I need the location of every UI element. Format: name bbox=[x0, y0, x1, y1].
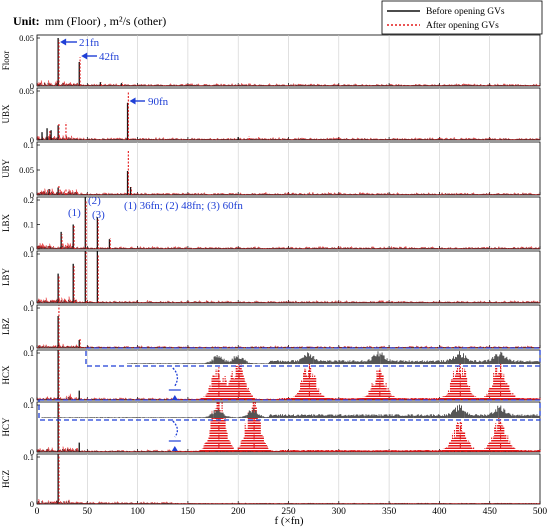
x-tick-label: 100 bbox=[130, 507, 145, 517]
inset-hcx bbox=[85, 347, 541, 367]
panel-label: HCZ bbox=[1, 470, 11, 488]
legend: Before opening GVs After opening GVs bbox=[381, 0, 543, 35]
annotations: 21fn 42fn 90fn (1) (2) (3) (1) 36fn; (2) 48fn;… bbox=[38, 37, 541, 451]
panel-floor: Floor 0 0.05 bbox=[1, 33, 541, 91]
y-tick-label: 0 bbox=[30, 190, 34, 200]
panel-lbx: LBX 0 0.1 0.2 bbox=[1, 195, 541, 254]
unit-label: Unit: bbox=[13, 14, 40, 28]
panels: Floor00.05UBX00.05UBY00.050.1LBX00.10.2L… bbox=[1, 33, 541, 509]
panel-label: UBY bbox=[1, 159, 11, 179]
series-after-noise bbox=[36, 242, 541, 250]
header: Unit: mm (Floor) , m²/s (other) bbox=[13, 14, 166, 28]
x-tick-label: 150 bbox=[181, 507, 196, 517]
annotation-90fn: 90fn bbox=[148, 96, 169, 108]
x-tick-label: 0 bbox=[35, 507, 40, 517]
panel-lby: LBY 0 0.1 bbox=[1, 249, 541, 308]
x-axis: 0 50 100 150 200 250 300 350 400 450 500 bbox=[35, 507, 548, 517]
y-tick-label: 0 bbox=[30, 244, 34, 254]
panel-label: UBX bbox=[1, 104, 11, 124]
y-tick-label: 0.05 bbox=[19, 33, 34, 43]
panel-lbz: LBZ 0 0.1 bbox=[1, 303, 541, 353]
panel-hcz: HCZ 0 0.1 bbox=[1, 452, 541, 509]
panel-ubx: UBX 0 0.05 bbox=[1, 86, 541, 145]
arrow-90fn-head bbox=[129, 97, 136, 105]
y-tick-label: 0 bbox=[30, 135, 34, 145]
series-after-noise bbox=[36, 498, 541, 505]
y-tick-label: 0.05 bbox=[19, 86, 34, 96]
x-tick-label: 50 bbox=[83, 507, 93, 517]
zoom-link-hcx bbox=[172, 367, 179, 387]
legend-label-before: Before opening GVs bbox=[426, 6, 505, 17]
y-tick-label: 0 bbox=[30, 298, 34, 308]
x-tick-label: 350 bbox=[382, 507, 397, 517]
annotation-42fn: 42fn bbox=[99, 51, 120, 63]
series-after-noise bbox=[36, 188, 541, 196]
panel-label: LBZ bbox=[1, 318, 11, 335]
annotation-2: (2) bbox=[88, 195, 101, 207]
zoom-marker-hcx-head bbox=[171, 395, 178, 400]
zoom-link-hcy bbox=[172, 420, 179, 438]
panel-uby: UBY 0 0.05 0.1 bbox=[1, 140, 541, 200]
inset-hcy-box bbox=[38, 399, 541, 421]
panel-label: HCX bbox=[1, 365, 11, 385]
inset-hcy-trace bbox=[41, 404, 541, 418]
series-after-noise bbox=[36, 80, 541, 87]
y-tick-label: 0.1 bbox=[23, 140, 34, 150]
unit-text: mm (Floor) , m²/s (other) bbox=[45, 14, 166, 28]
x-tick-label: 250 bbox=[281, 507, 296, 517]
x-tick-label: 200 bbox=[231, 507, 246, 517]
panel-label: HCY bbox=[1, 417, 11, 437]
arrow-21fn-head bbox=[60, 38, 67, 46]
series-after-noise bbox=[36, 296, 541, 304]
panel-hcy: HCY 0 0.1 bbox=[1, 400, 541, 457]
x-tick-label: 500 bbox=[533, 507, 548, 517]
inset-hcy bbox=[38, 399, 541, 421]
annotation-1: (1) bbox=[68, 207, 81, 219]
y-tick-label: 0 bbox=[30, 447, 34, 457]
panel-label: LBY bbox=[1, 267, 11, 286]
y-tick-label: 0 bbox=[30, 499, 34, 509]
series-after-band bbox=[175, 402, 541, 452]
x-tick-label: 300 bbox=[332, 507, 347, 517]
y-tick-label: 0.1 bbox=[23, 303, 34, 313]
y-tick-label: 0 bbox=[30, 81, 34, 91]
legend-label-after: After opening GVs bbox=[426, 20, 499, 31]
x-tick-label: 400 bbox=[432, 507, 447, 517]
series-before-noise bbox=[36, 191, 540, 196]
y-tick-label: 0.1 bbox=[23, 220, 34, 230]
annotation-3: (3) bbox=[92, 209, 105, 221]
x-tick-label: 450 bbox=[483, 507, 498, 517]
zoom-marker-hcy-head bbox=[171, 446, 178, 451]
y-tick-label: 0.1 bbox=[23, 348, 34, 358]
panel-label: Floor bbox=[1, 51, 11, 71]
y-tick-label: 0.1 bbox=[23, 452, 34, 462]
annotation-21fn: 21fn bbox=[79, 37, 100, 49]
arrow-42fn-head bbox=[81, 52, 88, 60]
y-tick-label: 0.05 bbox=[19, 165, 34, 175]
legend-box bbox=[381, 0, 543, 35]
y-tick-label: 0.2 bbox=[23, 195, 34, 205]
y-tick-label: 0.1 bbox=[23, 249, 34, 259]
panel-label: LBX bbox=[1, 213, 11, 232]
annotation-peak-list: (1) 36fn; (2) 48fn; (3) 60fn bbox=[124, 200, 243, 212]
y-tick-label: 0 bbox=[30, 343, 34, 353]
y-tick-label: 0 bbox=[30, 395, 34, 405]
inset-hcx-trace bbox=[127, 351, 541, 364]
x-axis-label: f (×fn) bbox=[274, 515, 303, 527]
series-after-noise bbox=[36, 133, 541, 141]
y-tick-label: 0.1 bbox=[23, 400, 34, 410]
inset-hcx-box bbox=[85, 347, 541, 367]
